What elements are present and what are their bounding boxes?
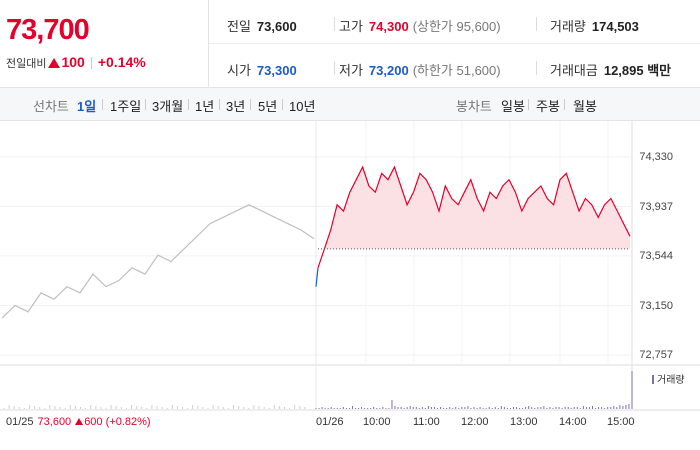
- prev-day-line: [1, 204, 315, 319]
- change-row: 전일대비 100 +0.14%: [6, 54, 146, 71]
- low: 저가 73,200 (하한가 51,600): [339, 60, 501, 79]
- tab-5year[interactable]: 5년: [258, 99, 278, 114]
- divider: [90, 57, 92, 70]
- today-line: [317, 165, 631, 268]
- prev-day-date: 01/25: [6, 416, 34, 428]
- prev-day-info: 01/25 73,600 600 (+0.82%): [6, 416, 151, 428]
- lower-limit: (하한가 51,600): [412, 63, 501, 78]
- stats-grid: 전일 73,600 고가 74,300 (상한가 95,600) 거래량 174,503…: [209, 0, 700, 87]
- divider: [282, 99, 283, 110]
- x-tick-label: 15:00: [607, 416, 635, 428]
- prev-day-change: 600: [84, 416, 103, 428]
- open-label: 시가: [227, 63, 251, 78]
- line-chart-label: 선차트: [33, 99, 69, 114]
- trade-amount: 거래대금 12,895 백만: [550, 60, 671, 79]
- high-label: 고가: [339, 19, 363, 34]
- candle-chart-label: 봉차트: [456, 99, 492, 114]
- tab-1week[interactable]: 1주일: [110, 99, 142, 114]
- y-tick-label: 73,150: [639, 300, 673, 312]
- divider: [334, 17, 335, 31]
- x-tick-label: 13:00: [510, 416, 538, 428]
- x-tick-label: 10:00: [363, 416, 391, 428]
- x-tick-label: 11:00: [413, 416, 440, 428]
- divider: [528, 99, 529, 110]
- volume-label: 거래량: [550, 19, 586, 34]
- prev-close-value: 73,600: [256, 19, 297, 34]
- upper-limit: (상한가 95,600): [412, 19, 501, 34]
- intraday-price-chart[interactable]: [0, 121, 700, 450]
- trade-amount-label: 거래대금: [550, 63, 598, 78]
- open-value: 73,300: [256, 63, 297, 78]
- change-percent: +0.14%: [97, 54, 146, 70]
- divider: [334, 61, 335, 75]
- volume-legend: 거래량: [652, 371, 685, 386]
- divider: [564, 99, 565, 110]
- high-value: 74,300: [368, 19, 409, 34]
- divider: [219, 99, 220, 110]
- low-value: 73,200: [368, 63, 409, 78]
- low-label: 저가: [339, 63, 363, 78]
- up-triangle-icon: [75, 418, 84, 425]
- divider: [209, 43, 700, 44]
- x-tick-label: 01/26: [316, 416, 344, 428]
- tab-3month[interactable]: 3개월: [152, 99, 184, 114]
- period-tabs: 선차트 1일 1주일 3개월 1년 3년 5년 10년 봉차트 일봉 주봉 월봉: [0, 88, 700, 121]
- open: 시가 73,300: [227, 60, 297, 79]
- price-summary: 73,700 전일대비 100 +0.14% 전일 73,600 고가 74,300 (상…: [0, 0, 700, 88]
- up-triangle-icon: [48, 58, 61, 68]
- x-tick-label: 12:00: [461, 416, 489, 428]
- tab-3year[interactable]: 3년: [226, 99, 246, 114]
- y-tick-label: 73,544: [639, 250, 673, 262]
- divider: [188, 99, 189, 110]
- trade-amount-value: 12,895 백만: [603, 63, 672, 78]
- prev-day-close: 73,600: [37, 416, 72, 428]
- prev-day-change-pct: (+0.82%): [105, 416, 151, 428]
- y-tick-label: 72,757: [639, 349, 673, 361]
- volume: 거래량 174,503: [550, 16, 639, 35]
- divider: [145, 99, 146, 110]
- open-leg-line: [315, 267, 319, 287]
- prev-close-label: 전일: [227, 19, 251, 34]
- tab-1day[interactable]: 1일: [77, 99, 97, 114]
- volume-value: 174,503: [591, 19, 639, 34]
- tab-weekly-candle[interactable]: 주봉: [536, 99, 560, 114]
- tab-monthly-candle[interactable]: 월봉: [573, 99, 597, 114]
- change-label: 전일대비: [6, 58, 47, 70]
- y-tick-label: 74,330: [639, 151, 673, 163]
- tab-1year[interactable]: 1년: [195, 99, 215, 114]
- divider: [102, 99, 103, 110]
- divider: [536, 17, 537, 31]
- current-price-box: 73,700 전일대비 100 +0.14%: [0, 0, 209, 87]
- divider: [250, 99, 251, 110]
- today-area: [318, 167, 630, 249]
- prev-close: 전일 73,600: [227, 16, 297, 35]
- change-value: 100: [61, 54, 85, 70]
- high: 고가 74,300 (상한가 95,600): [339, 16, 501, 35]
- divider: [536, 61, 537, 75]
- tab-daily-candle[interactable]: 일봉: [501, 99, 525, 114]
- x-tick-label: 14:00: [559, 416, 587, 428]
- current-price: 73,700: [6, 14, 90, 46]
- tab-10year[interactable]: 10년: [289, 99, 316, 114]
- y-tick-label: 73,937: [639, 201, 673, 213]
